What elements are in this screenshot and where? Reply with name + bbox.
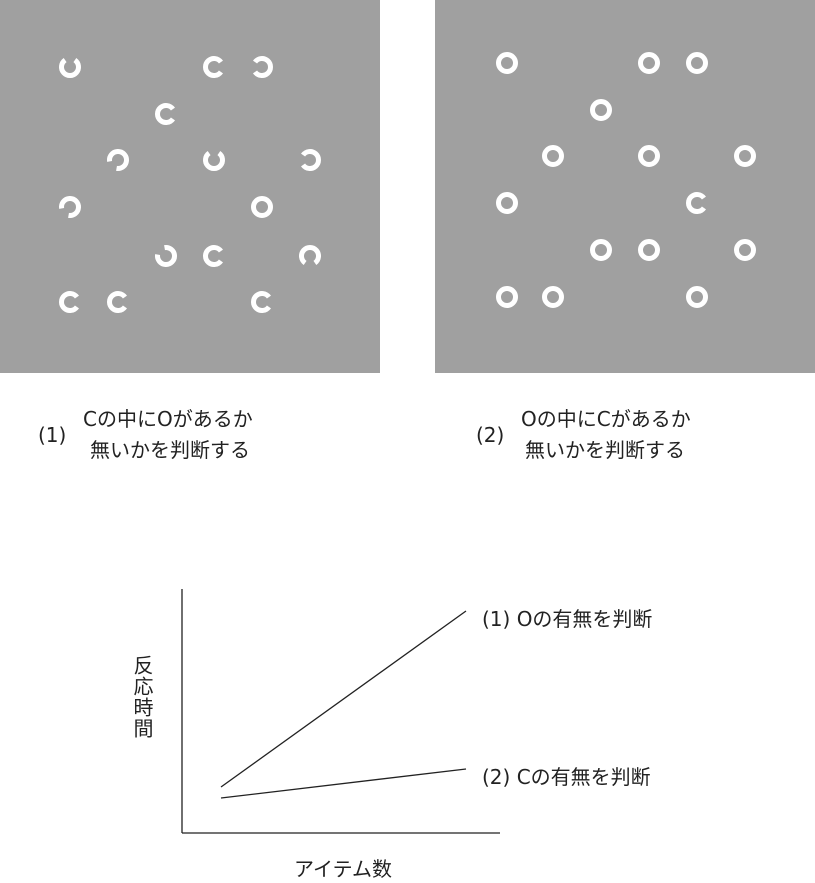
stimulus-o-ring	[590, 99, 612, 121]
stimulus-o-ring	[542, 145, 564, 167]
stimulus-c-ring	[299, 245, 321, 266]
stimulus-o-ring	[590, 239, 612, 261]
stimulus-c-ring	[203, 245, 224, 267]
stimulus-o-ring	[638, 239, 660, 261]
stimulus-o-ring	[638, 52, 660, 74]
stimulus-o-ring	[734, 145, 756, 167]
stimulus-panel-1	[0, 0, 380, 373]
caption-1-line-1: Cの中にOがあるか	[83, 407, 253, 431]
stimulus-o-ring	[542, 286, 564, 308]
stimulus-o-ring	[734, 239, 756, 261]
series-label-2: (2) Cの有無を判断	[482, 765, 651, 789]
stimulus-o-ring	[496, 286, 518, 308]
stimulus-o-ring	[686, 52, 708, 74]
stimulus-c-ring	[203, 56, 224, 78]
stimulus-field-2	[496, 52, 756, 308]
stimulus-c-ring	[300, 149, 321, 171]
stimulus-o-ring	[638, 145, 660, 167]
stimulus-o-ring	[496, 52, 518, 74]
caption-2-line-2: 無いかを判断する	[525, 438, 685, 462]
series-line-2	[220, 768, 467, 799]
stimulus-c-ring	[155, 103, 176, 125]
x-axis-label: アイテム数	[294, 857, 392, 881]
caption-1-line-2: 無いかを判断する	[90, 438, 250, 462]
caption-2-line-1: Oの中にCがあるか	[521, 407, 691, 431]
stimulus-field-1	[59, 56, 321, 313]
stimulus-c-ring	[251, 291, 272, 313]
stimulus-c-ring	[107, 149, 129, 171]
stimulus-c-ring	[203, 150, 225, 171]
series-line-1	[220, 610, 467, 788]
stimulus-o-ring	[496, 192, 518, 214]
stimulus-c-ring	[252, 56, 273, 78]
stimulus-c-ring	[155, 245, 177, 267]
stimulus-o-ring	[686, 286, 708, 308]
stimulus-c-ring	[59, 57, 81, 78]
caption-2-number: (2)	[476, 423, 505, 447]
stimulus-c-ring	[107, 291, 128, 313]
stimulus-panel-2	[435, 0, 815, 373]
series-label-1: (1) Oの有無を判断	[482, 607, 653, 631]
stimulus-o-ring	[251, 196, 273, 218]
stimulus-c-ring	[686, 192, 707, 214]
y-axis-label: 反応時間	[130, 655, 154, 739]
stimulus-c-ring	[59, 196, 81, 218]
caption-1-number: (1)	[38, 423, 67, 447]
stimulus-c-ring	[59, 291, 80, 313]
